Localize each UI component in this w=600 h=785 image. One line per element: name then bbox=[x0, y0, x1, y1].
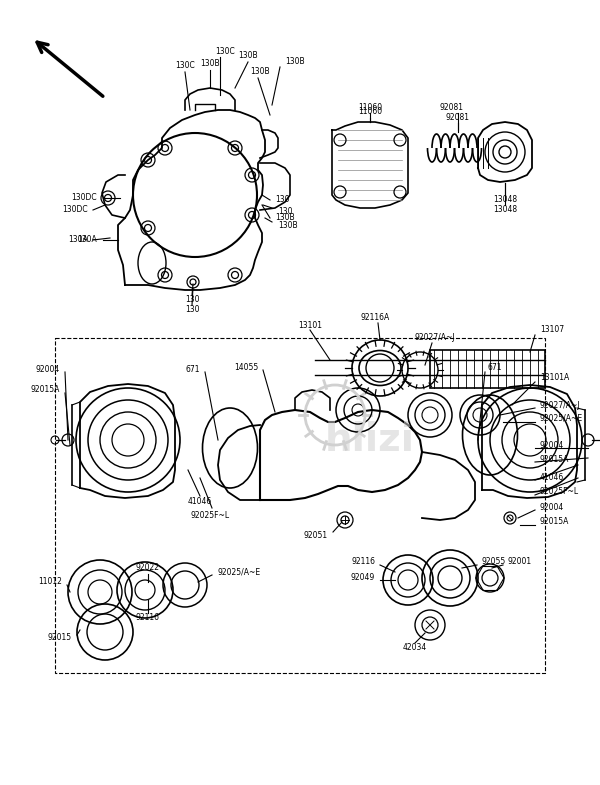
Text: 92027/A~J: 92027/A~J bbox=[415, 334, 455, 342]
Text: 13101: 13101 bbox=[298, 320, 322, 330]
Text: 92025F~L: 92025F~L bbox=[190, 510, 230, 520]
Text: 92081: 92081 bbox=[446, 114, 470, 122]
Text: 130C: 130C bbox=[215, 48, 235, 57]
Text: 41046: 41046 bbox=[188, 498, 212, 506]
Text: 11060: 11060 bbox=[358, 108, 382, 116]
Text: 92025F~L: 92025F~L bbox=[540, 487, 579, 496]
Text: 13048: 13048 bbox=[493, 206, 517, 214]
Text: 92001: 92001 bbox=[508, 557, 532, 567]
Text: 92081: 92081 bbox=[440, 104, 464, 112]
Text: 130B: 130B bbox=[285, 57, 305, 67]
Text: 130DC: 130DC bbox=[62, 206, 88, 214]
Text: 42034: 42034 bbox=[403, 644, 427, 652]
Text: 92027/A~J: 92027/A~J bbox=[540, 400, 581, 410]
Text: 92004: 92004 bbox=[36, 366, 60, 374]
Text: 13107: 13107 bbox=[540, 326, 564, 334]
Text: 130B: 130B bbox=[200, 60, 220, 68]
Text: 92025/A~E: 92025/A~E bbox=[218, 568, 261, 576]
Text: 92116: 92116 bbox=[351, 557, 375, 567]
Text: 92049: 92049 bbox=[351, 574, 375, 582]
Text: 130C: 130C bbox=[175, 61, 195, 71]
Text: 92015A: 92015A bbox=[540, 455, 569, 465]
Text: 92116: 92116 bbox=[136, 614, 160, 623]
Text: 92004: 92004 bbox=[540, 503, 564, 513]
Text: 130B: 130B bbox=[278, 221, 298, 229]
Text: 11012: 11012 bbox=[38, 578, 62, 586]
Text: 130: 130 bbox=[278, 207, 293, 217]
Bar bbox=[55, 338, 545, 673]
Text: 92025/A~E: 92025/A~E bbox=[540, 414, 583, 422]
Text: 671: 671 bbox=[185, 366, 200, 374]
Text: 130A: 130A bbox=[77, 236, 97, 244]
Text: 92022: 92022 bbox=[136, 564, 160, 572]
Text: 92004: 92004 bbox=[540, 440, 564, 450]
Text: 671: 671 bbox=[488, 363, 503, 373]
Text: 41046: 41046 bbox=[540, 473, 564, 483]
Text: 130A: 130A bbox=[68, 236, 88, 244]
Text: 130B: 130B bbox=[238, 52, 258, 60]
Text: 92055: 92055 bbox=[482, 557, 506, 567]
Text: 14055: 14055 bbox=[234, 363, 258, 373]
Text: 130DC: 130DC bbox=[71, 193, 97, 203]
Text: 130: 130 bbox=[185, 295, 199, 305]
Text: 92015A: 92015A bbox=[31, 385, 60, 395]
Text: 92116A: 92116A bbox=[361, 313, 389, 323]
Text: 130: 130 bbox=[185, 305, 199, 315]
Bar bbox=[430, 350, 545, 388]
Text: hlizi: hlizi bbox=[325, 421, 415, 459]
Text: 13048: 13048 bbox=[493, 195, 517, 205]
Text: 92015: 92015 bbox=[48, 633, 72, 642]
Text: 11060: 11060 bbox=[358, 104, 382, 112]
Text: 13101A: 13101A bbox=[540, 374, 569, 382]
Text: 130B: 130B bbox=[250, 68, 270, 76]
Text: 130B: 130B bbox=[275, 214, 295, 222]
Text: 92015A: 92015A bbox=[540, 517, 569, 527]
Text: 92051: 92051 bbox=[304, 531, 328, 539]
Text: 130: 130 bbox=[275, 195, 290, 205]
